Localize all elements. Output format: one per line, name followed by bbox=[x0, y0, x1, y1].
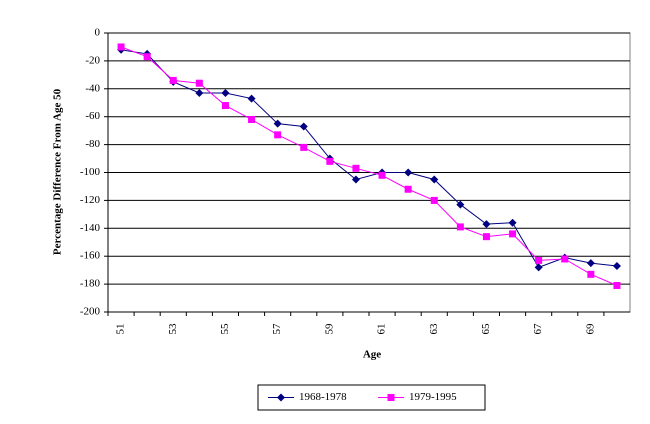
data-point bbox=[273, 119, 282, 128]
x-tick-label: 69 bbox=[584, 323, 596, 335]
y-tick-label: -140 bbox=[80, 222, 101, 234]
data-point bbox=[456, 223, 464, 231]
y-tick-label: -160 bbox=[80, 250, 101, 262]
data-point bbox=[221, 88, 230, 97]
data-point bbox=[300, 143, 308, 151]
data-point bbox=[299, 122, 308, 131]
data-point bbox=[613, 281, 621, 289]
data-point bbox=[195, 79, 203, 87]
data-point bbox=[169, 76, 177, 84]
data-point bbox=[430, 175, 439, 184]
y-tick-label: -100 bbox=[80, 166, 101, 178]
data-point bbox=[482, 233, 490, 241]
x-tick-label: 65 bbox=[480, 323, 492, 335]
legend-box bbox=[257, 384, 486, 411]
data-point bbox=[326, 157, 334, 165]
data-point bbox=[378, 171, 386, 179]
y-tick-label: -80 bbox=[85, 138, 100, 150]
x-tick-label: 57 bbox=[271, 323, 283, 335]
y-tick-label: -20 bbox=[85, 54, 100, 66]
x-tick-label: 53 bbox=[167, 323, 179, 335]
x-tick-label: 63 bbox=[428, 323, 440, 335]
data-point bbox=[482, 220, 491, 229]
y-tick-label: 0 bbox=[95, 27, 101, 39]
x-tick-label: 61 bbox=[376, 324, 388, 335]
data-point bbox=[195, 88, 204, 97]
data-point bbox=[456, 200, 465, 209]
data-point bbox=[352, 164, 360, 172]
x-tick-label: 67 bbox=[532, 323, 544, 335]
legend-marker bbox=[277, 393, 285, 402]
data-point bbox=[430, 196, 438, 204]
x-tick-label: 55 bbox=[219, 323, 231, 335]
legend-marker bbox=[387, 394, 395, 401]
y-tick-label: -200 bbox=[80, 306, 101, 318]
data-point bbox=[561, 255, 569, 263]
data-point bbox=[247, 94, 256, 103]
data-point bbox=[143, 53, 151, 61]
series-line bbox=[120, 46, 618, 286]
x-tick-label: 51 bbox=[115, 324, 127, 335]
data-point bbox=[534, 263, 543, 272]
data-point bbox=[509, 230, 517, 238]
series-line bbox=[120, 49, 618, 268]
data-point bbox=[248, 115, 256, 123]
data-point bbox=[117, 43, 125, 51]
data-point bbox=[404, 185, 412, 193]
data-point bbox=[274, 131, 282, 139]
data-point bbox=[586, 259, 595, 268]
legend-label: 1968-1978 bbox=[299, 391, 347, 403]
data-point bbox=[612, 261, 621, 270]
x-axis-title: Age bbox=[363, 349, 381, 361]
data-point bbox=[404, 168, 413, 177]
x-tick-label: 59 bbox=[323, 323, 335, 335]
data-point bbox=[535, 256, 543, 264]
data-point bbox=[587, 270, 595, 278]
data-point bbox=[351, 175, 360, 184]
data-point bbox=[508, 218, 517, 227]
y-tick-label: -120 bbox=[80, 194, 101, 206]
y-axis-title: Percentage Difference From Age 50 bbox=[52, 88, 64, 255]
y-tick-label: -180 bbox=[80, 278, 101, 290]
data-point bbox=[221, 102, 229, 110]
y-tick-label: -60 bbox=[85, 110, 100, 122]
legend-label: 1979-1995 bbox=[409, 391, 457, 403]
y-tick-label: -40 bbox=[85, 82, 100, 94]
